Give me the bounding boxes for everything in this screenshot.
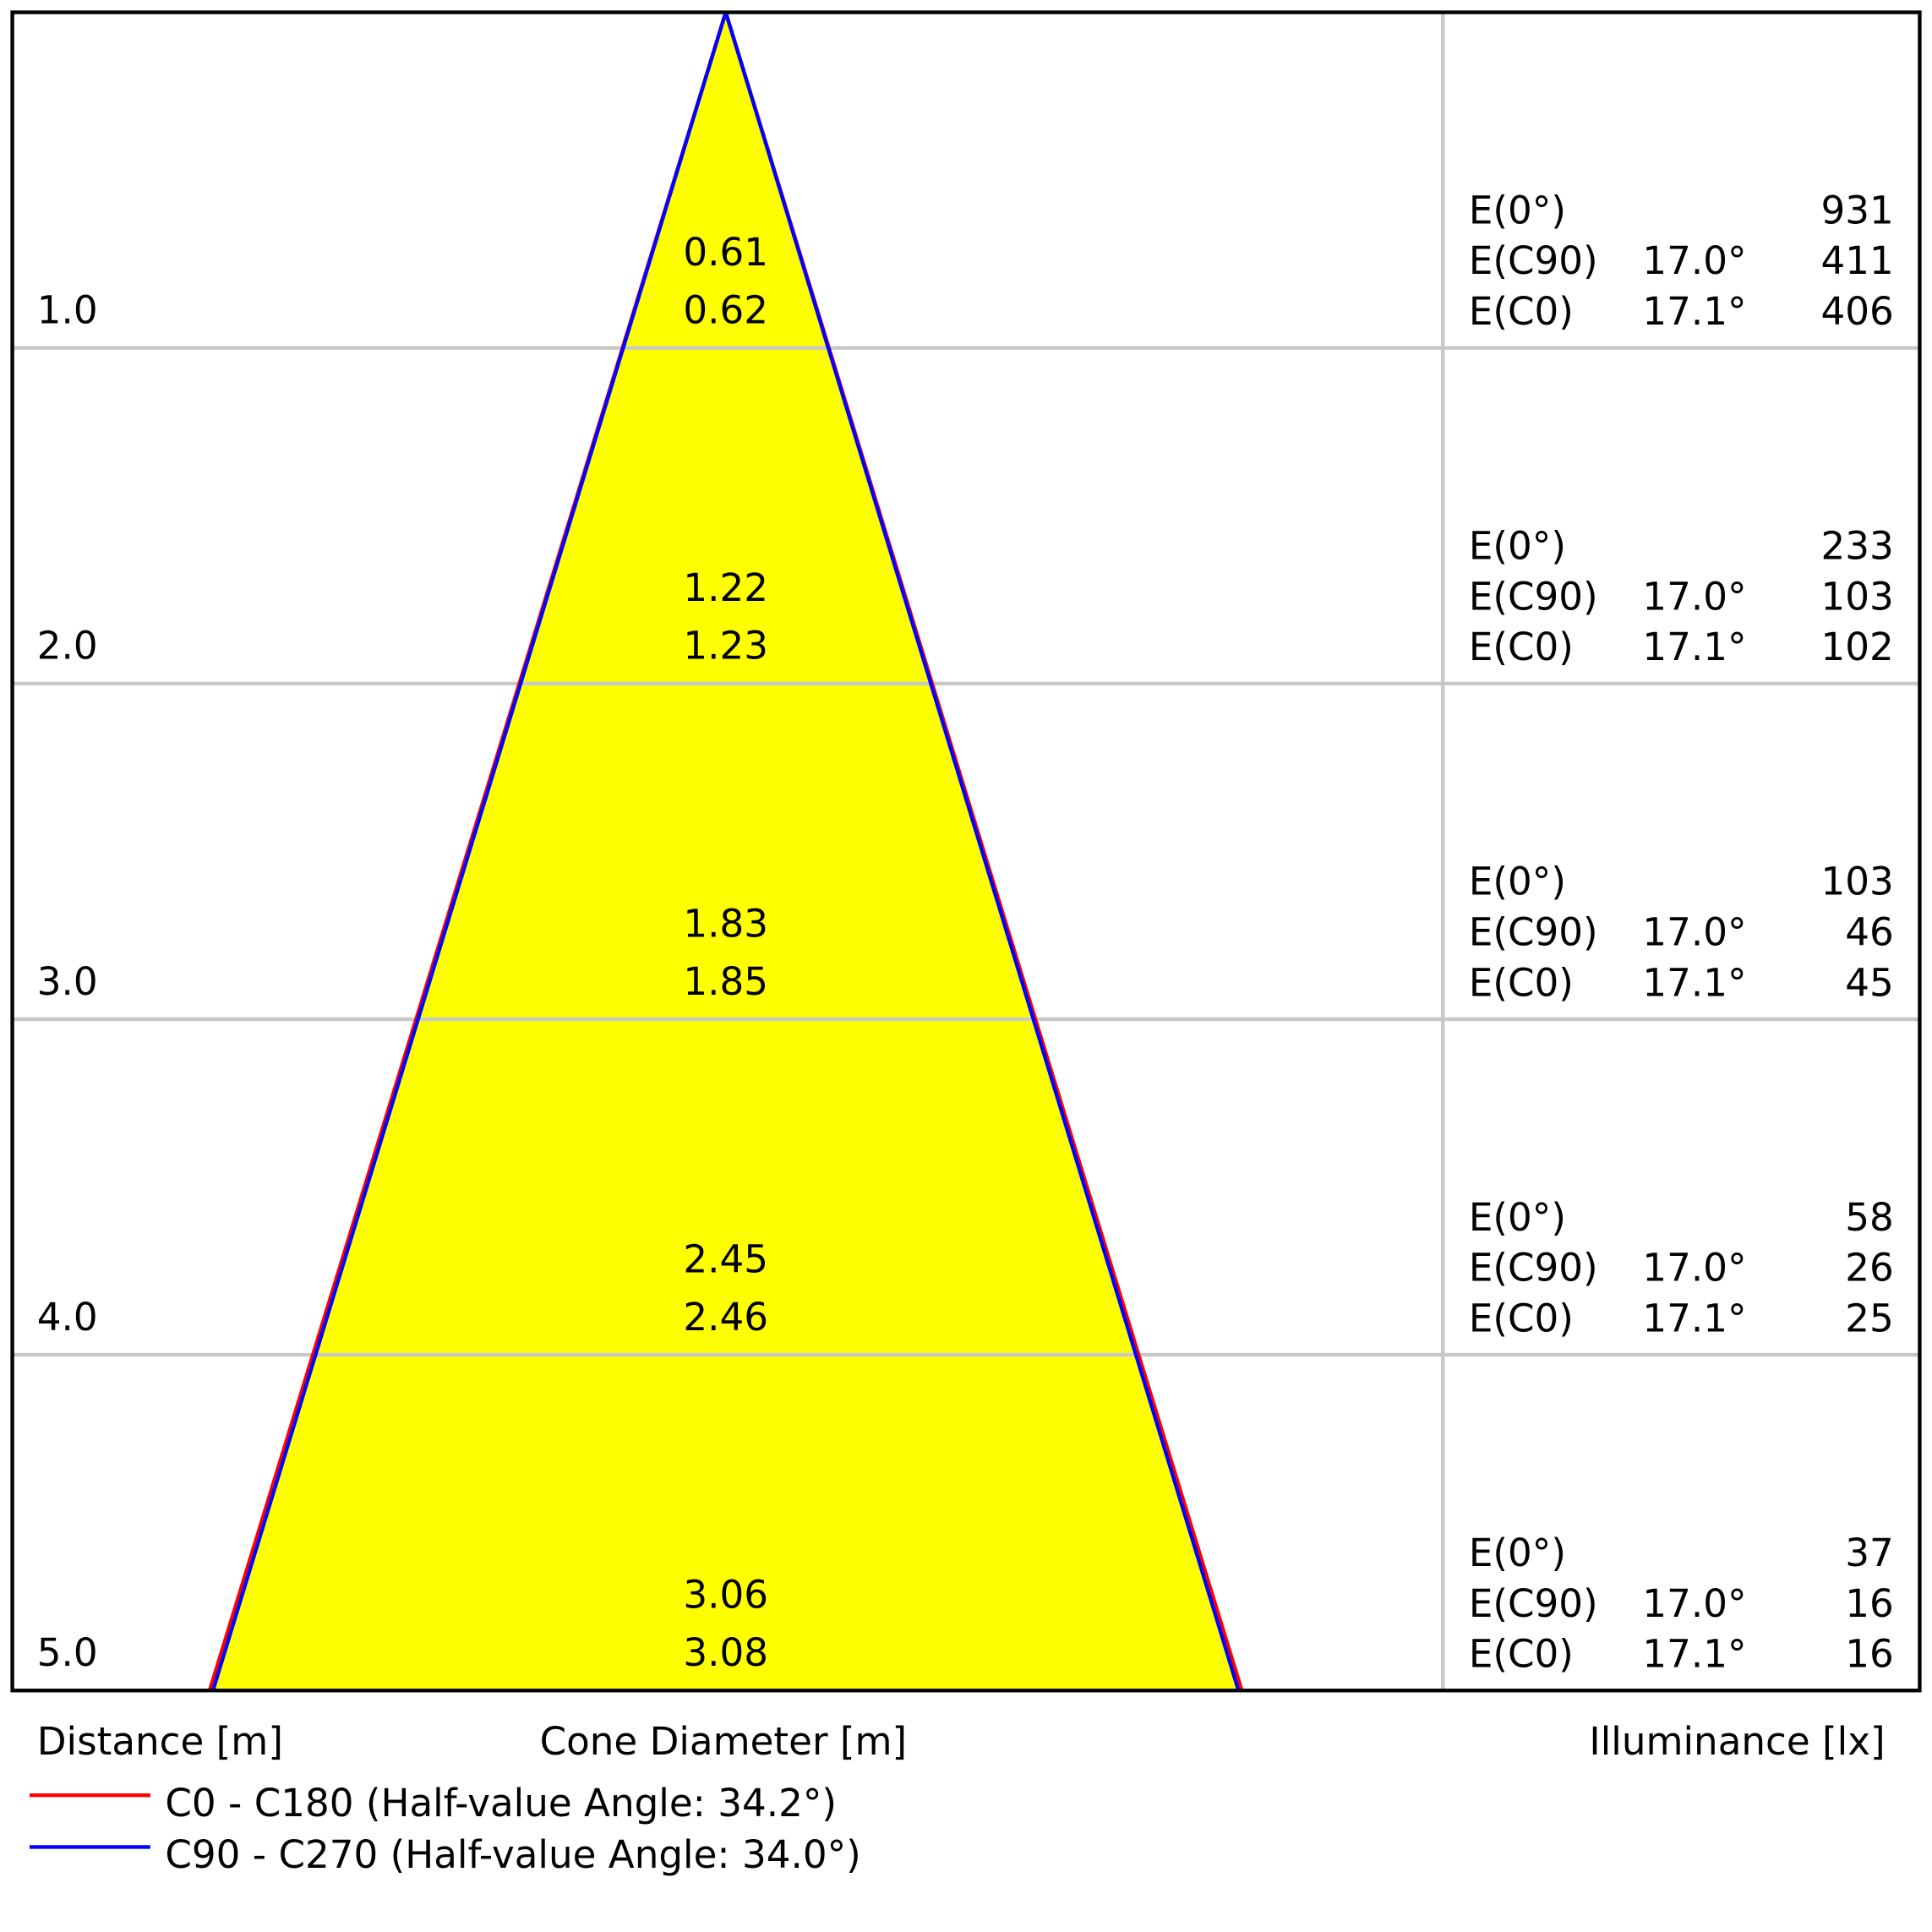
cone-diameter-c90: 1.83 [683,901,768,946]
c90-line-right [723,11,1241,1691]
illuminance-angle: 17.0° [1642,910,1746,955]
illuminance-angle: 17.0° [1642,574,1746,619]
distance-tick-label: 2.0 [37,624,98,669]
illuminance-angle: 17.1° [1642,1632,1746,1677]
illuminance-label: E(0°) [1469,860,1566,904]
illuminance-label: E(0°) [1469,524,1566,569]
illuminance-angle: 17.0° [1642,1581,1746,1626]
distance-tick-label: 4.0 [37,1295,98,1340]
illuminance-label: E(C90) [1469,910,1598,955]
illuminance-e0-value: 103 [1821,860,1894,904]
legend-entry: C90 - C270 (Half-value Angle: 34.0°) [165,1832,860,1877]
illuminance-ec90-value: 26 [1845,1246,1894,1291]
illuminance-ec0-value: 406 [1821,289,1894,334]
illuminance-ec90-value: 411 [1821,238,1894,283]
illuminance-label: E(C90) [1469,1246,1598,1291]
illuminance-label: E(0°) [1469,1531,1566,1575]
cone-diameter-c90: 0.61 [683,230,768,275]
illuminance-angle: 17.1° [1642,289,1746,334]
illuminance-label: E(C0) [1469,289,1574,334]
illuminance-angle: 17.1° [1642,1296,1746,1340]
c90-line-left [210,11,728,1691]
cone-diameter-c0: 2.46 [683,1295,768,1340]
illuminance-ec0-value: 25 [1845,1296,1894,1340]
illuminance-e0-value: 931 [1821,188,1894,232]
illuminance-ec90-value: 46 [1845,910,1894,955]
illuminance-angle: 17.0° [1642,238,1746,283]
cone-diameter-c90: 1.22 [683,565,768,610]
cone-diameter-c90: 2.45 [683,1236,768,1281]
illuminance-angle: 17.0° [1642,1246,1746,1291]
illuminance-e0-value: 37 [1845,1531,1894,1575]
distance-tick-label: 3.0 [37,959,98,1004]
illuminance-ec0-value: 45 [1845,960,1894,1005]
illuminance-label: E(C0) [1469,1632,1574,1677]
distance-tick-label: 5.0 [37,1630,98,1675]
illuminance-angle: 17.1° [1642,960,1746,1005]
illuminance-ec0-value: 102 [1821,625,1894,669]
cone-diameter-c0: 1.23 [683,624,768,669]
illuminance-label: E(C0) [1469,625,1574,669]
illuminance-label: E(C0) [1469,960,1574,1005]
cone-diameter-c0: 3.08 [683,1630,768,1675]
illuminance-label: E(C90) [1469,574,1598,619]
frame [10,10,1922,1693]
illuminance-ec90-value: 16 [1845,1581,1894,1626]
cone-diameter-c0: 0.62 [683,288,768,333]
illuminance-label: E(0°) [1469,1195,1566,1240]
cone-diameter-c90: 3.06 [683,1573,768,1618]
illuminance-axis-label: Illuminance [lx] [1589,1719,1885,1764]
legend-entry: C0 - C180 (Half-value Angle: 34.2°) [165,1781,837,1826]
illuminance-e0-value: 58 [1845,1195,1894,1240]
illuminance-e0-value: 233 [1821,524,1894,569]
cone-diameter-c0: 1.85 [683,959,768,1004]
cone-fill [212,12,1239,1691]
illuminance-angle: 17.1° [1642,625,1746,669]
diameter-axis-label: Cone Diameter [m] [540,1719,908,1764]
illuminance-label: E(0°) [1469,188,1566,232]
illuminance-ec90-value: 103 [1821,574,1894,619]
distance-tick-label: 1.0 [37,288,98,333]
illuminance-ec0-value: 16 [1845,1632,1894,1677]
distance-axis-label: Distance [m] [37,1719,283,1764]
illuminance-label: E(C90) [1469,1581,1598,1626]
illuminance-label: E(C90) [1469,238,1598,283]
illuminance-label: E(C0) [1469,1296,1574,1340]
